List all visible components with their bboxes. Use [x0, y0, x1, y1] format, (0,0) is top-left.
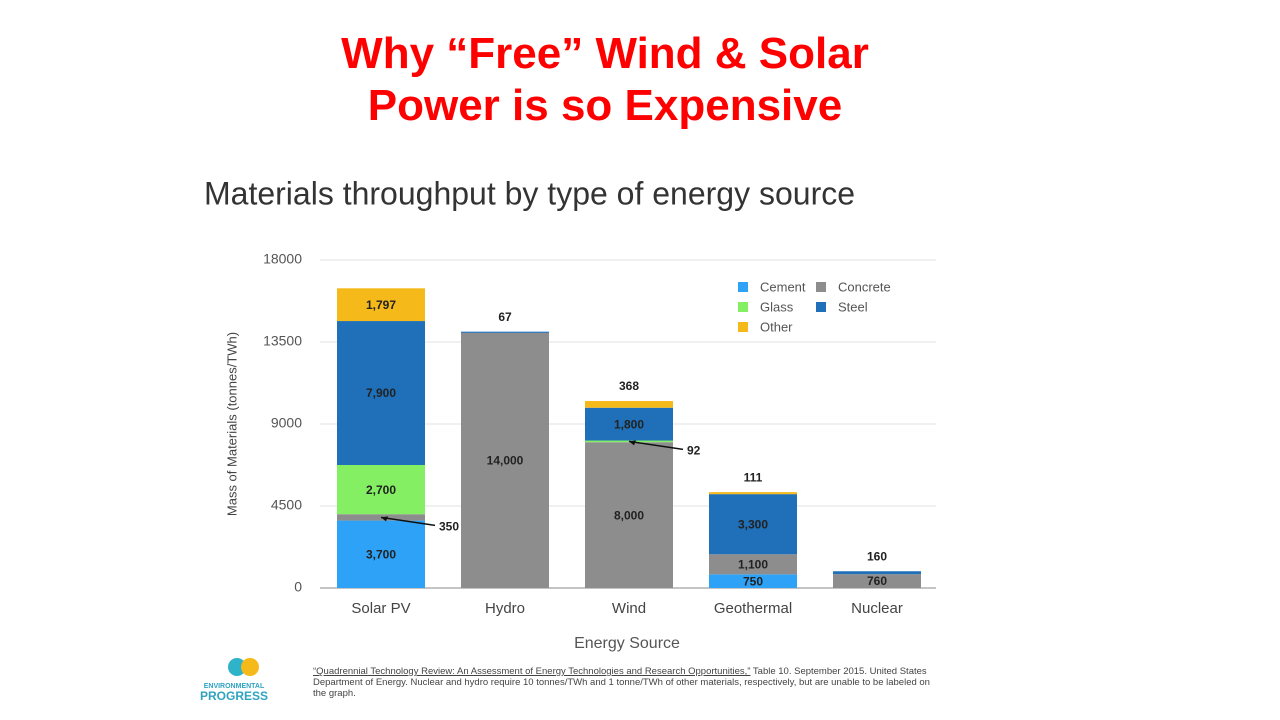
data-label: 750	[743, 574, 763, 588]
bar-segment	[461, 331, 549, 333]
bar-segment	[337, 321, 425, 465]
x-axis-label: Energy Source	[574, 635, 680, 652]
data-label: 7,900	[366, 386, 396, 400]
citation: “Quadrennial Technology Review: An Asses…	[313, 666, 751, 677]
arrow-head	[381, 516, 388, 522]
legend-label: Concrete	[838, 279, 891, 294]
label-arrow	[628, 440, 684, 451]
data-label: 3,700	[366, 547, 396, 561]
bar-segment	[585, 442, 673, 588]
bar-segment	[337, 465, 425, 515]
x-tick-label: Wind	[612, 600, 646, 617]
bar-segment	[461, 332, 549, 588]
y-axis-label: Mass of Materials (tonnes/TWh)	[224, 332, 239, 516]
data-label: 92	[687, 444, 701, 458]
data-label: 8,000	[614, 508, 644, 522]
logo-icon	[241, 658, 259, 676]
data-label: 2,700	[366, 483, 396, 497]
y-tick-label: 18000	[263, 251, 302, 267]
legend-label: Steel	[838, 299, 868, 314]
logo-text: PROGRESS	[200, 689, 268, 703]
data-label: 1,800	[614, 417, 644, 431]
data-label: 350	[439, 520, 459, 534]
slide-title: Why “Free” Wind & Solar Power is so Expe…	[0, 28, 1210, 132]
data-label: 368	[619, 379, 639, 393]
title-line: Power is so Expensive	[367, 81, 843, 130]
x-tick-label: Solar PV	[351, 600, 410, 617]
bar-segment	[833, 571, 921, 575]
y-tick-label: 13500	[263, 333, 302, 349]
data-label: 14,000	[487, 454, 524, 468]
bar-segment	[709, 554, 797, 575]
x-tick-label: Hydro	[485, 600, 525, 617]
title-line: Why “Free” Wind & Solar	[341, 29, 869, 78]
logo-icon	[228, 658, 246, 676]
chart-title: Materials throughput by type of energy s…	[204, 175, 855, 211]
footnote-text: Table 10. September 2015. United States …	[313, 666, 930, 699]
data-label: 67	[498, 310, 512, 324]
legend-swatch	[738, 282, 748, 292]
bar-segment	[833, 574, 921, 588]
data-label: 111	[744, 470, 763, 484]
legend-label: Cement	[760, 279, 806, 294]
legend-label: Glass	[760, 299, 794, 314]
arrow-head	[629, 440, 636, 446]
x-tick-label: Nuclear	[851, 600, 903, 617]
data-label: 160	[867, 549, 887, 563]
label-arrow	[380, 516, 436, 527]
logo-text: ENVIRONMENTAL	[204, 683, 265, 690]
y-tick-label: 9000	[271, 415, 302, 431]
x-tick-label: Geothermal	[714, 600, 792, 617]
data-label: 1,100	[738, 557, 768, 571]
footnote: “Quadrennial Technology Review: An Asses…	[313, 666, 943, 699]
legend-swatch	[816, 282, 826, 292]
legend-swatch	[738, 302, 748, 312]
data-label: 760	[867, 574, 887, 588]
logo: ENVIRONMENTAL PROGRESS	[200, 658, 268, 703]
bar-segment	[709, 574, 797, 588]
bar-segment	[585, 401, 673, 408]
data-label: 3,300	[738, 517, 768, 531]
legend-swatch	[738, 322, 748, 332]
bar-segment	[709, 494, 797, 555]
bar-segment	[337, 520, 425, 588]
bar-segment	[585, 407, 673, 441]
y-tick-label: 0	[294, 579, 302, 595]
bar-segment	[337, 288, 425, 322]
y-tick-label: 4500	[271, 497, 302, 513]
data-label: 1,797	[366, 298, 396, 312]
legend-label: Other	[760, 319, 793, 334]
legend-swatch	[816, 302, 826, 312]
bar-segment	[709, 492, 797, 495]
